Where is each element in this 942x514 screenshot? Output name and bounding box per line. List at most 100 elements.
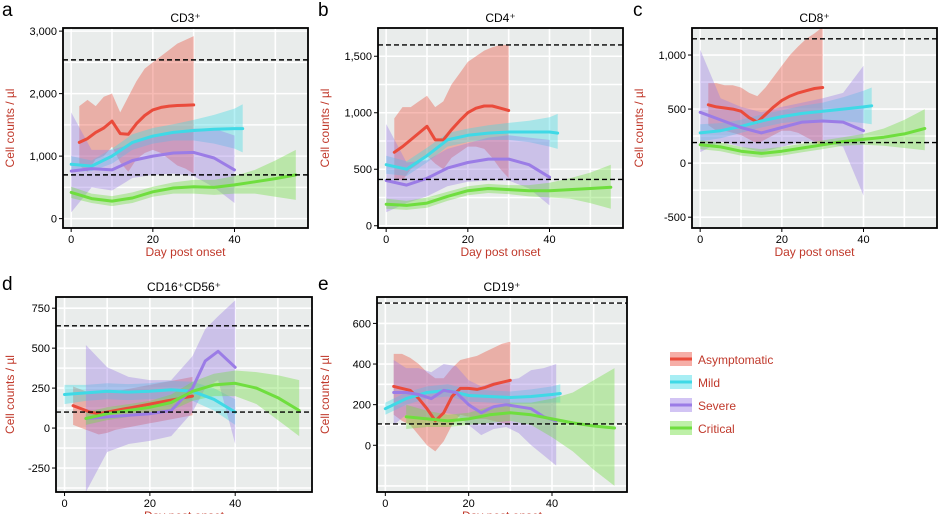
x-tick-label: 20 (147, 234, 159, 246)
y-axis-title: Cell counts / µl (3, 89, 17, 168)
plot-frame (377, 27, 624, 229)
legend: Asymptomatic Mild Severe Critical (670, 352, 773, 436)
y-axis-title: Cell counts / µl (318, 355, 332, 434)
panel-title: CD19⁺ (483, 280, 520, 294)
plot-frame (62, 27, 309, 229)
y-tick-label: 0 (366, 221, 372, 233)
legend-label: Severe (698, 399, 736, 413)
series-line-severe (69, 150, 236, 173)
plot-frame (376, 296, 628, 493)
y-tick-label: 750 (32, 303, 50, 315)
gridlines (63, 28, 308, 228)
y-tick-label: 1,000 (344, 108, 372, 120)
legend-label: Critical (698, 422, 735, 436)
legend-item-severe: Severe (670, 398, 736, 413)
x-tick-label: 0 (383, 234, 389, 246)
series-line-mild (69, 127, 245, 168)
y-tick-label: 250 (32, 383, 50, 395)
ci-band-mild (386, 113, 558, 176)
series-line-mild (384, 130, 560, 171)
y-axis-title: Cell counts / µl (318, 89, 332, 168)
panel-title: CD4⁺ (485, 11, 515, 25)
legend-label: Asymptomatic (698, 353, 773, 367)
y-tick-label: 1,500 (344, 51, 372, 63)
x-axis-title: Day post onset (462, 509, 543, 514)
y-tick-label: 0 (51, 214, 57, 226)
legend-item-critical: Critical (670, 421, 735, 436)
series-line-mild (698, 104, 874, 135)
ci-band-severe (85, 300, 236, 492)
x-tick-label: 0 (382, 498, 388, 510)
plot-background (378, 28, 623, 228)
y-tick-label: 500 (32, 343, 50, 355)
data-area (384, 44, 613, 213)
plot-frame (691, 27, 938, 229)
series-line-severe (392, 388, 558, 423)
panel-title: CD16⁺CD56⁺ (147, 280, 221, 294)
panel-a: 0 20 40 0 1,000 2,000 3,000 a CD3⁺ Day post onset… (2, 0, 309, 259)
y-tick-label: 1,000 (29, 151, 57, 163)
series-line-mild (63, 388, 237, 414)
plot-frame (55, 296, 313, 493)
x-tick-label: 40 (228, 234, 240, 246)
x-tick-label: 20 (462, 234, 474, 246)
legend-label: Mild (698, 376, 720, 390)
gridlines (378, 27, 623, 228)
y-tick-label: 400 (353, 359, 371, 371)
x-tick-label: 20 (776, 234, 788, 246)
series-line-critical (698, 127, 927, 155)
x-tick-label: 40 (229, 498, 241, 510)
y-axis-title: Cell counts / µl (632, 89, 646, 168)
panel-d: 0 20 40 -250 0 250 500 750 d CD16⁺CD56⁺ Day post o… (2, 274, 313, 514)
x-tick-label: 0 (61, 498, 67, 510)
ci-band-severe (393, 360, 557, 466)
y-tick-label: 0 (680, 158, 686, 170)
data-area (698, 28, 927, 196)
ci-band-asymptomatic (394, 44, 509, 181)
legend-item-asymptomatic: Asymptomatic (670, 352, 773, 367)
panel-c: 0 20 40 -500 0 500 1,000 c CD8⁺ Day post onset Cel… (632, 0, 938, 259)
ci-band-asymptomatic (708, 28, 823, 147)
ci-band-critical (71, 149, 296, 207)
series-line-asymptomatic (392, 104, 511, 154)
x-tick-label: 20 (463, 498, 475, 510)
panel-letter: a (2, 0, 13, 21)
x-tick-label: 0 (68, 234, 74, 246)
series-line-asymptomatic (77, 103, 196, 144)
y-tick-label: -500 (664, 212, 686, 224)
panel-letter: c (633, 0, 643, 21)
x-axis-title: Day post onset (144, 509, 225, 514)
ci-band-severe (386, 124, 550, 213)
y-tick-label: 0 (365, 440, 371, 452)
y-tick-label: 500 (354, 164, 372, 176)
x-tick-label: 0 (697, 234, 703, 246)
panel-letter: d (2, 274, 13, 295)
y-tick-label: 1,000 (658, 50, 686, 62)
x-tick-label: 40 (857, 234, 869, 246)
y-tick-label: 600 (353, 318, 371, 330)
data-area (69, 36, 298, 213)
y-tick-label: 500 (668, 104, 686, 116)
ci-band-critical (406, 368, 615, 486)
x-axis-title: Day post onset (145, 245, 226, 259)
series-line-severe (384, 157, 551, 187)
y-tick-label: 0 (44, 423, 50, 435)
panel-letter: e (318, 274, 329, 295)
series-line-severe (698, 110, 865, 135)
y-tick-label: -250 (28, 463, 50, 475)
y-axis-title: Cell counts / µl (3, 355, 17, 434)
legend-item-mild: Mild (670, 375, 720, 390)
series-line-critical (69, 173, 298, 203)
y-tick-label: 2,000 (29, 89, 57, 101)
x-axis-title: Day post onset (460, 245, 541, 259)
panel-letter: b (318, 0, 329, 21)
ci-band-severe (700, 49, 864, 196)
series-line-asymptomatic (706, 86, 825, 124)
panel-title: CD8⁺ (799, 11, 829, 25)
panel-b: 0 20 40 0 500 1,000 1,500 b CD4⁺ Day post onset Ce… (318, 0, 624, 259)
ci-band-critical (700, 109, 925, 158)
y-tick-label: 200 (353, 400, 371, 412)
x-tick-label: 40 (546, 498, 558, 510)
